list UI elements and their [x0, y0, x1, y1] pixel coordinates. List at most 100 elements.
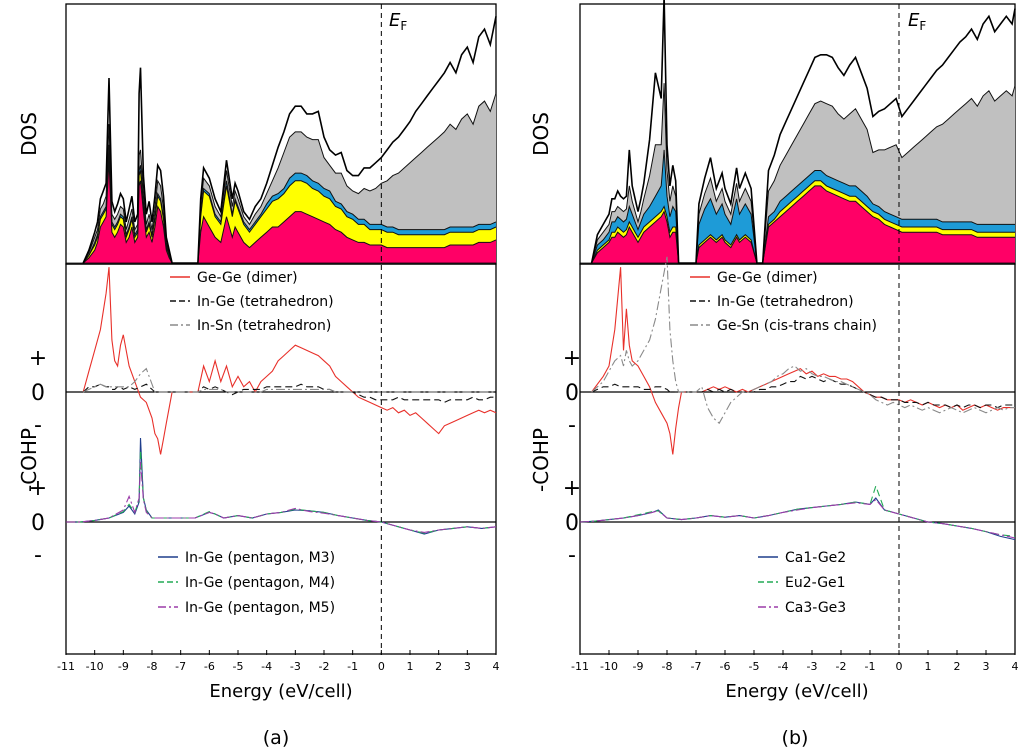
- x-tick-label: 4: [1012, 660, 1019, 673]
- x-tick-label: -11: [571, 660, 589, 673]
- cohp-upper-series-1: [591, 267, 1015, 455]
- cohp-lower-series: [579, 484, 1016, 541]
- dos-area-1: [83, 160, 496, 263]
- x-axis-label: Energy (eV/cell): [725, 681, 868, 702]
- x-tick-label: -4: [778, 660, 789, 673]
- x-tick-label: 1: [925, 660, 932, 673]
- legend-label-5: In-Ge (pentagon, M4): [185, 575, 335, 591]
- cohp-frame: [65, 263, 497, 655]
- legend-label-6: Ca3-Ge3: [785, 600, 846, 616]
- cohp-upper-series-3: [591, 256, 1015, 425]
- cohp-lower-series-3: [66, 461, 497, 533]
- fermi-label: EF: [908, 10, 926, 33]
- cohp-upper-series-2: [591, 375, 1015, 409]
- dos-ylabel: DOS: [529, 112, 553, 156]
- legend-label-6: In-Ge (pentagon, M5): [185, 600, 335, 616]
- dos-total-line: [82, 16, 497, 264]
- legend-lower: Ca1-Ge2 Eu2-Ge1 Ca3-Ge3: [758, 550, 846, 616]
- cohp-upper-series: [591, 256, 1015, 455]
- legend-label-2: In-Ge (tetrahedron): [717, 294, 854, 310]
- dos-ylabel: DOS: [17, 112, 41, 156]
- x-tick-label: 2: [435, 660, 442, 673]
- legend-label-3: In-Sn (tetrahedron): [197, 318, 331, 334]
- x-tick-label: 3: [983, 660, 990, 673]
- x-tick-label: 0: [896, 660, 903, 673]
- dos-outline-lines: [66, 16, 497, 264]
- x-tick-label: -1: [347, 660, 358, 673]
- x-tick-label: -2: [836, 660, 847, 673]
- x-tick-label: -6: [720, 660, 731, 673]
- dos-outline-4: [82, 93, 497, 264]
- x-tick-label: -11: [57, 660, 75, 673]
- dos-outline-1: [591, 185, 1015, 264]
- sign-plus-lower: +: [29, 476, 47, 501]
- dos-area-2: [83, 149, 496, 263]
- x-tick-label: 2: [954, 660, 961, 673]
- legend-label-1: Ge-Ge (dimer): [717, 270, 818, 286]
- cohp-upper-series-1: [82, 267, 497, 455]
- sign-minus-lower: -: [34, 543, 42, 568]
- x-tick-label: -7: [175, 660, 186, 673]
- dos-area-1: [591, 185, 1015, 263]
- panel-a: EF Ge-Ge (dimer) In-Ge (tetrahedron) In-…: [17, 3, 500, 749]
- x-axis-label: Energy (eV/cell): [209, 681, 352, 702]
- cohp-ylabel: -COHP: [529, 428, 553, 492]
- x-tick-label: -5: [233, 660, 244, 673]
- cohp-lower-series-1: [66, 437, 497, 535]
- legend-label-4: Ca1-Ge2: [785, 550, 846, 566]
- sign-plus-lower: +: [563, 476, 581, 501]
- legend-upper: Ge-Ge (dimer) In-Ge (tetrahedron) Ge-Sn …: [690, 270, 877, 334]
- dos-outline-2: [82, 149, 497, 264]
- cohp-lower-series-2: [66, 449, 497, 534]
- x-tick-label: -1: [865, 660, 876, 673]
- panel-caption: (a): [263, 727, 289, 749]
- cohp-upper-series-2: [82, 383, 496, 404]
- cohp-lower-series-2: [579, 484, 1016, 537]
- dos-outline-2: [591, 180, 1015, 264]
- dos-outline-1: [82, 160, 497, 264]
- cohp-upper-series-3: [82, 367, 496, 393]
- legend-label-3: Ge-Sn (cis-trans chain): [717, 318, 877, 334]
- legend-upper: Ge-Ge (dimer) In-Ge (tetrahedron) In-Sn …: [170, 270, 334, 334]
- sign-zero-upper: 0: [31, 381, 45, 406]
- cohp-upper-series: [82, 267, 497, 455]
- x-tick-label: 3: [464, 660, 471, 673]
- cohp-lower-series: [66, 437, 497, 535]
- sign-zero-lower: 0: [31, 511, 45, 536]
- x-tick-label: 0: [378, 660, 385, 673]
- x-tick-label: 4: [493, 660, 500, 673]
- x-tick-label: -2: [319, 660, 330, 673]
- x-tick-label: -9: [118, 660, 129, 673]
- x-tick-label: -3: [807, 660, 818, 673]
- sign-plus-upper: +: [29, 346, 47, 371]
- x-tick-label: -7: [691, 660, 702, 673]
- dos-area-fills: [591, 83, 1015, 263]
- dos-area-4: [591, 83, 1015, 263]
- legend-label-2: In-Ge (tetrahedron): [197, 294, 334, 310]
- sign-minus-upper: -: [34, 413, 42, 438]
- x-axis-ticks: -11 -10 -9 -8 -7 -6 -5 -4 -3 -2 -1 0 1 2 3 4: [571, 650, 1019, 673]
- panel-caption: (b): [782, 727, 809, 749]
- panel-b: EF Ge-Ge (dimer) In-Ge (tetrahedron) Ge-…: [529, 0, 1019, 749]
- x-tick-label: -4: [261, 660, 272, 673]
- x-tick-label: -8: [662, 660, 673, 673]
- sign-zero-upper: 0: [565, 381, 579, 406]
- sign-plus-upper: +: [563, 346, 581, 371]
- dos-outline-4: [591, 83, 1016, 264]
- cohp-lower-series-1: [579, 497, 1016, 541]
- sign-zero-lower: 0: [565, 511, 579, 536]
- x-axis-ticks: -11 -10 -9 -8 -7 -6 -5 -4 -3 -2 -1 0 1 2 3 4: [57, 650, 500, 673]
- x-tick-label: -6: [204, 660, 215, 673]
- cohp-frame: [579, 263, 1016, 655]
- legend-label-1: Ge-Ge (dimer): [197, 270, 298, 286]
- dos-outline-3: [591, 149, 1015, 264]
- legend-lower: In-Ge (pentagon, M3) In-Ge (pentagon, M4…: [158, 550, 335, 616]
- cohp-ylabel: -COHP: [17, 428, 41, 492]
- dos-outline-lines: [580, 0, 1016, 264]
- x-tick-label: -10: [86, 660, 104, 673]
- x-tick-label: -8: [147, 660, 158, 673]
- sign-minus-lower: -: [568, 543, 576, 568]
- fermi-label: EF: [389, 10, 407, 33]
- x-tick-label: -3: [290, 660, 301, 673]
- dos-outline-3: [82, 144, 497, 264]
